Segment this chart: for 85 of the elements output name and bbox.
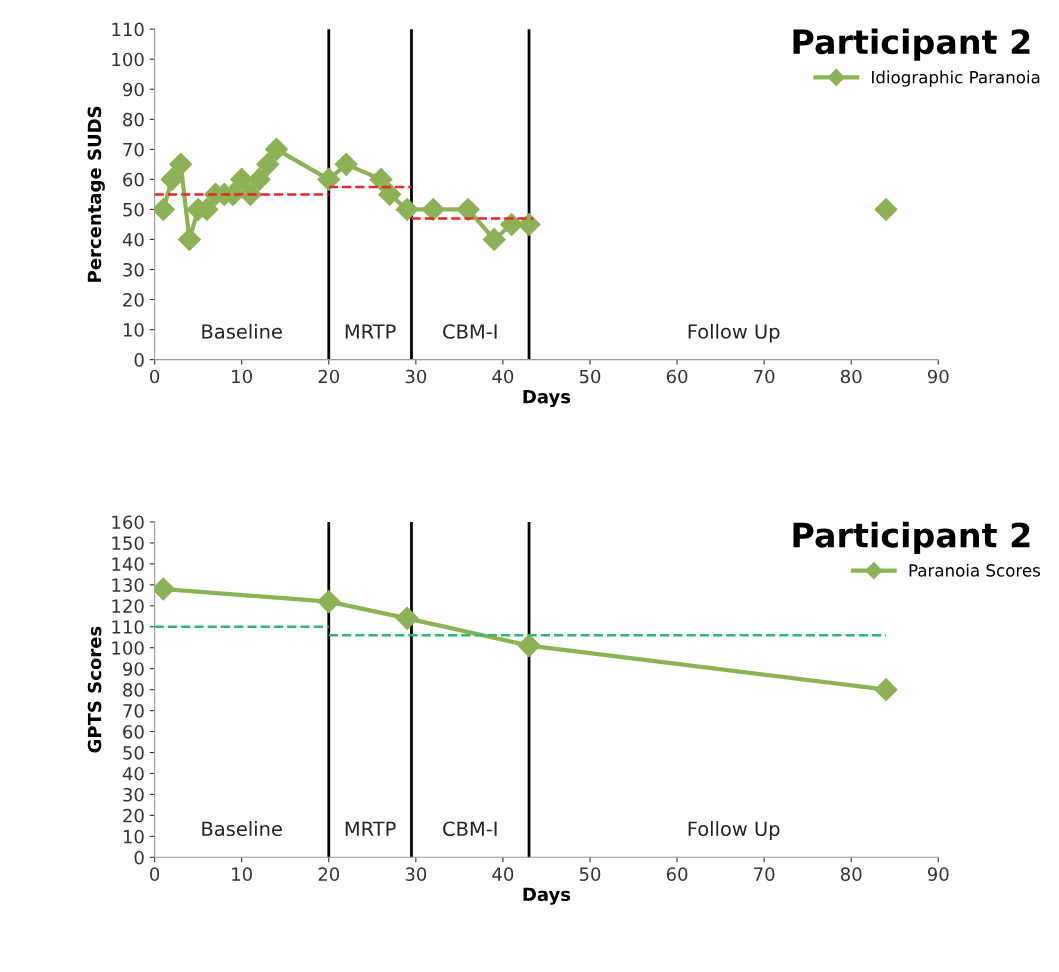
chart-title: Participant 2 (793, 521, 1030, 555)
x-axis-title: Days (523, 390, 571, 408)
point (517, 634, 541, 658)
x-tick-label: 70 (754, 867, 775, 881)
y-tick-label: 120 (112, 599, 144, 613)
y-tick-label: 100 (112, 641, 144, 655)
point (395, 606, 419, 630)
x-tick-label: 30 (405, 867, 427, 881)
y-tick-label: 30 (123, 262, 144, 277)
y-tick-label: 30 (123, 787, 144, 802)
x-tick-label: 10 (232, 867, 252, 881)
x-tick-label: 50 (579, 369, 601, 384)
x-tick-label: 90 (927, 369, 949, 384)
annotation: MRTP (345, 821, 396, 836)
x-tick-label: 80 (840, 369, 862, 384)
y-axis-title: Percentage SUDS (87, 106, 105, 282)
point (395, 197, 419, 221)
y-tick-label: 110 (112, 22, 144, 37)
x-tick-label: 90 (927, 867, 949, 881)
annotation: Follow Up (688, 821, 780, 840)
point (265, 137, 289, 161)
point (456, 197, 480, 221)
y-tick-label: 70 (123, 142, 144, 157)
point (169, 152, 193, 176)
y-tick-label: 10 (123, 323, 144, 337)
y-tick-label: 150 (112, 536, 144, 551)
y-tick-label: 40 (122, 232, 144, 247)
y-tick-label: 80 (123, 683, 144, 697)
x-tick-label: 20 (318, 867, 340, 881)
y-tick-label: 130 (112, 578, 144, 592)
point (874, 678, 898, 702)
annotation: Follow Up (688, 323, 780, 343)
x-tick-label: 10 (232, 369, 252, 384)
x-axis-title: Days (523, 887, 571, 905)
point (378, 182, 402, 206)
y-tick-label: 100 (112, 52, 144, 67)
point (177, 227, 201, 251)
x-tick-label: 70 (754, 369, 775, 384)
annotation: CBM-I (443, 324, 497, 339)
annotation: MRTP (345, 324, 396, 339)
y-tick-label: 0 (134, 353, 144, 367)
point (160, 167, 184, 191)
point (517, 212, 541, 236)
point (421, 197, 445, 221)
y-tick-label: 20 (123, 808, 144, 823)
x-tick-label: 0 (150, 369, 160, 384)
legend-label: Idiographic Paranoia (872, 70, 1040, 87)
chart-title: Participant 2 (793, 28, 1030, 61)
y-tick-label: 50 (123, 745, 144, 760)
y-tick-label: 90 (123, 82, 144, 97)
point (256, 152, 280, 176)
point (247, 167, 271, 191)
y-tick-label: 20 (123, 293, 144, 307)
y-tick-label: 40 (122, 766, 144, 781)
x-tick-label: 50 (579, 867, 601, 881)
annotation: Baseline (202, 821, 282, 837)
y-tick-label: 60 (123, 172, 144, 187)
y-tick-label: 10 (123, 829, 144, 844)
y-tick-label: 0 (134, 850, 144, 865)
y-tick-label: 60 (123, 725, 144, 739)
x-tick-label: 20 (318, 369, 340, 384)
y-tick-label: 50 (123, 202, 144, 217)
annotation: CBM-I (443, 821, 497, 837)
x-tick-label: 40 (492, 867, 514, 881)
point (369, 167, 393, 191)
y-tick-label: 110 (112, 620, 144, 634)
y-tick-label: 160 (112, 515, 144, 530)
legend-label: Paranoia Scores (909, 563, 1041, 577)
y-tick-label: 80 (123, 112, 144, 127)
y-axis-title: GPTS Scores (87, 626, 102, 753)
y-tick-label: 140 (112, 557, 144, 571)
x-tick-label: 30 (405, 369, 427, 384)
x-tick-label: 0 (150, 867, 160, 881)
x-tick-label: 40 (492, 369, 514, 384)
x-tick-label: 60 (666, 867, 688, 881)
point (874, 197, 898, 221)
point (317, 167, 341, 191)
x-tick-label: 80 (840, 867, 862, 881)
y-tick-label: 90 (123, 662, 144, 676)
x-tick-label: 60 (666, 369, 688, 384)
point (317, 590, 341, 614)
y-tick-label: 70 (123, 704, 144, 718)
annotation: Baseline (202, 323, 282, 339)
point (334, 152, 358, 176)
point (482, 227, 506, 251)
